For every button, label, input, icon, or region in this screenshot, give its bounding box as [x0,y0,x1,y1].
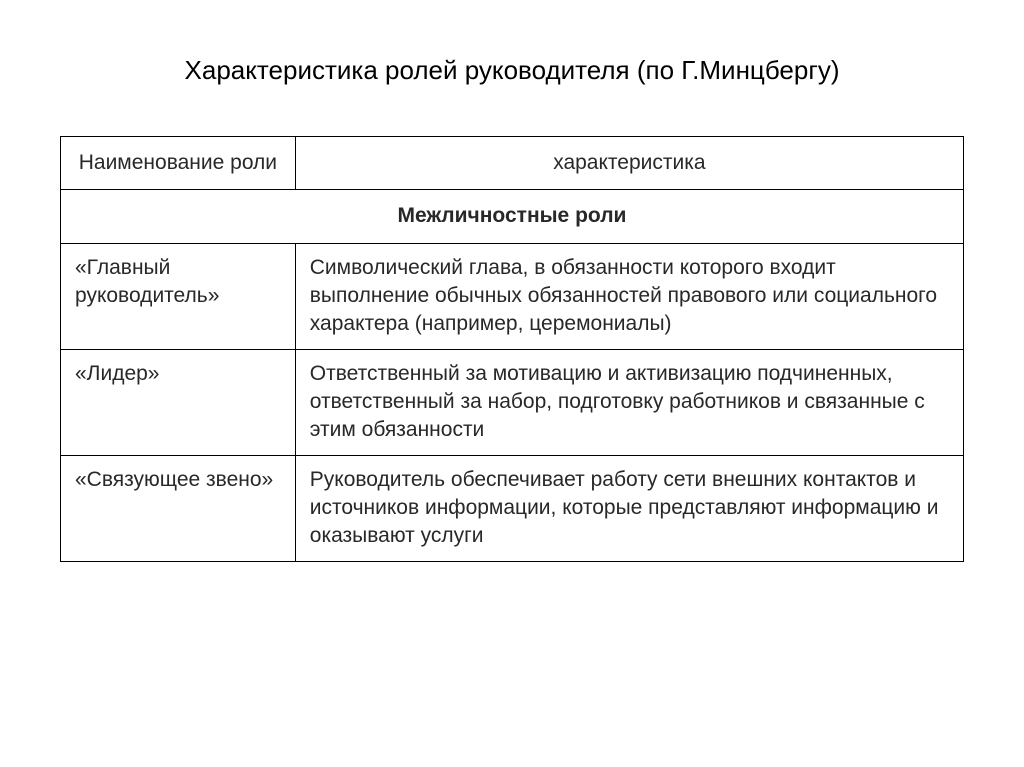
role-name-cell: «Связующее звено» [61,455,296,561]
role-desc-cell: Руководитель обеспечивает работу сети вн… [295,455,963,561]
table-row: «Связующее звено» Руководитель обеспечив… [61,455,964,561]
table-row: «Лидер» Ответственный за мотивацию и акт… [61,349,964,455]
role-name-cell: «Лидер» [61,349,296,455]
roles-table: Наименование роли характеристика Межличн… [60,136,964,562]
column-header-name: Наименование роли [61,137,296,190]
table-section-row: Межличностные роли [61,190,964,243]
column-header-desc: характеристика [295,137,963,190]
table-row: «Главный руководитель» Символический гла… [61,243,964,349]
role-desc-cell: Символический глава, в обязанности котор… [295,243,963,349]
section-header: Межличностные роли [61,190,964,243]
table-header-row: Наименование роли характеристика [61,137,964,190]
role-name-cell: «Главный руководитель» [61,243,296,349]
role-desc-cell: Ответственный за мотивацию и активизацию… [295,349,963,455]
page-title: Характеристика ролей руководителя (по Г.… [60,55,964,86]
